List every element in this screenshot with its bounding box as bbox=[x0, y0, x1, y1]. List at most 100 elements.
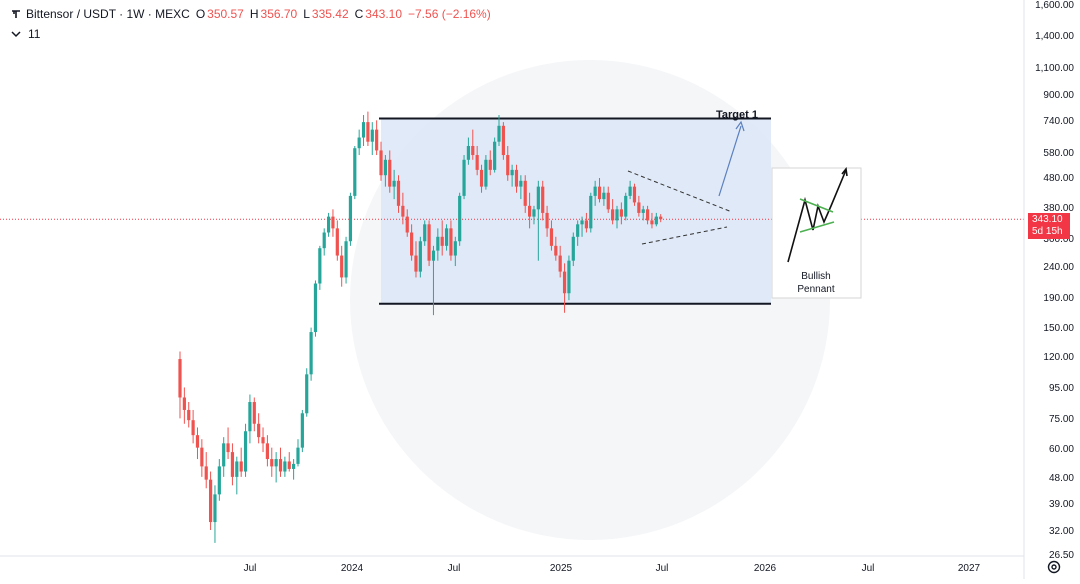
symbol-title[interactable]: Bittensor / USDT · 1W · MEXC bbox=[26, 7, 190, 21]
candle bbox=[449, 220, 453, 261]
candle bbox=[458, 192, 462, 246]
candle bbox=[239, 447, 243, 477]
candle-body bbox=[624, 195, 628, 217]
candle-body bbox=[615, 209, 619, 221]
open-value: 350.57 bbox=[207, 7, 244, 21]
chevron-down-icon[interactable] bbox=[10, 28, 22, 40]
candle-body bbox=[344, 241, 348, 278]
candle bbox=[606, 186, 610, 213]
gear-icon[interactable] bbox=[1046, 559, 1062, 575]
candle bbox=[659, 214, 663, 223]
y-tick-label: 1,100.00 bbox=[1035, 63, 1074, 74]
y-tick-label: 300.00 bbox=[1043, 234, 1074, 245]
candle bbox=[576, 220, 580, 246]
candle-body bbox=[388, 159, 392, 187]
candle-body bbox=[274, 459, 278, 467]
y-tick-label: 1,600.00 bbox=[1035, 0, 1074, 11]
candle bbox=[571, 232, 575, 267]
candle-body bbox=[401, 205, 405, 217]
candle bbox=[453, 236, 457, 267]
candle bbox=[383, 155, 387, 187]
candle-body bbox=[479, 169, 484, 187]
candle-body bbox=[549, 228, 554, 246]
candles-layer bbox=[178, 111, 663, 543]
bar-countdown: 5d 15h bbox=[1032, 226, 1063, 237]
candle-body bbox=[257, 423, 261, 438]
candle-body bbox=[576, 224, 580, 237]
candle bbox=[331, 209, 335, 237]
x-tick-label: 2025 bbox=[550, 563, 573, 574]
candle bbox=[493, 137, 497, 173]
candle-body bbox=[208, 479, 213, 523]
candle bbox=[292, 459, 296, 480]
candle-body bbox=[558, 255, 562, 272]
candle bbox=[619, 202, 623, 225]
x-tick-label: 2026 bbox=[754, 563, 777, 574]
x-tick-label: Jul bbox=[448, 563, 461, 574]
candle-body bbox=[554, 245, 558, 256]
candle-body bbox=[510, 169, 514, 176]
candle bbox=[427, 220, 431, 267]
candle-body bbox=[335, 228, 339, 256]
candle bbox=[514, 164, 519, 193]
candle bbox=[589, 192, 593, 233]
candle bbox=[475, 145, 479, 176]
candle bbox=[637, 195, 641, 217]
candle bbox=[584, 212, 589, 233]
candle bbox=[226, 427, 230, 460]
candle-body bbox=[650, 220, 654, 225]
candle-body bbox=[488, 159, 492, 170]
candle bbox=[519, 175, 523, 200]
indicator-count: 11 bbox=[28, 27, 41, 41]
candle bbox=[230, 443, 235, 486]
candle bbox=[248, 394, 252, 444]
candle-body bbox=[619, 209, 623, 217]
candle-body bbox=[305, 374, 309, 414]
candle bbox=[305, 368, 309, 417]
candle-body bbox=[418, 241, 422, 272]
candle-body bbox=[528, 205, 532, 217]
candle bbox=[545, 205, 549, 237]
pennant-lower-line bbox=[641, 226, 728, 245]
candle bbox=[296, 439, 300, 467]
candle bbox=[423, 220, 427, 246]
candle bbox=[479, 164, 484, 193]
candle bbox=[562, 263, 567, 313]
candle bbox=[326, 212, 331, 237]
x-tick-label: Jul bbox=[244, 563, 257, 574]
candle-body bbox=[571, 236, 575, 261]
candle-body bbox=[313, 283, 318, 333]
y-tick-label: 580.00 bbox=[1043, 148, 1074, 159]
candle-body bbox=[410, 232, 414, 256]
candle bbox=[274, 452, 278, 483]
candle-body bbox=[462, 159, 466, 196]
bittensor-logo-icon bbox=[12, 10, 20, 18]
pennant-upper-line bbox=[627, 170, 733, 213]
y-tick-label: 48.00 bbox=[1049, 473, 1074, 484]
candle-body bbox=[213, 494, 217, 523]
y-tick-label: 190.00 bbox=[1043, 293, 1074, 304]
pennant-subtitle: Pennant bbox=[797, 284, 834, 295]
indicators-toggle[interactable]: 11 bbox=[10, 27, 40, 41]
x-tick-label: 2027 bbox=[958, 563, 981, 574]
y-tick-label: 240.00 bbox=[1043, 262, 1074, 273]
close-value: 343.10 bbox=[365, 7, 402, 21]
candle-body bbox=[580, 220, 584, 225]
candle bbox=[270, 447, 274, 477]
candle bbox=[471, 129, 475, 160]
candle bbox=[401, 192, 405, 225]
candle-body bbox=[270, 459, 274, 467]
candle bbox=[414, 241, 418, 278]
candle bbox=[366, 111, 370, 146]
candle-body bbox=[195, 435, 200, 448]
candle bbox=[318, 245, 322, 290]
candle bbox=[261, 427, 265, 453]
candle-body bbox=[475, 155, 479, 170]
candle-body bbox=[484, 159, 488, 187]
y-tick-label: 1,400.00 bbox=[1035, 31, 1074, 42]
candle bbox=[217, 459, 221, 501]
candle bbox=[628, 180, 632, 200]
y-tick-label: 95.00 bbox=[1049, 383, 1074, 394]
